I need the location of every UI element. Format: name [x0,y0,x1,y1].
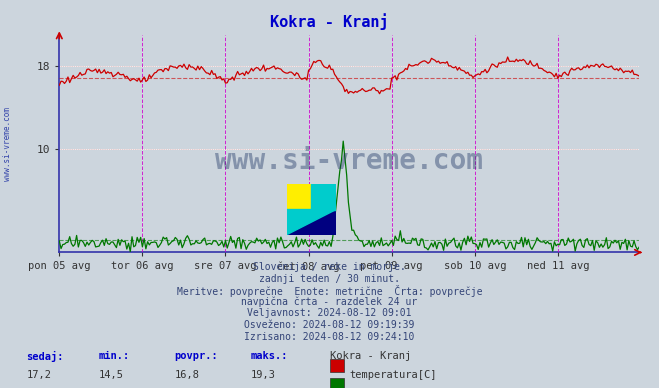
Text: zadnji teden / 30 minut.: zadnji teden / 30 minut. [259,274,400,284]
Polygon shape [287,210,312,235]
Text: 14,5: 14,5 [99,370,124,380]
Text: www.si-vreme.com: www.si-vreme.com [215,147,483,175]
Text: Slovenija / reke in morje.: Slovenija / reke in morje. [253,262,406,272]
Bar [312,184,336,210]
Polygon shape [287,210,336,235]
Polygon shape [312,210,336,235]
Bar [312,184,336,210]
Text: 19,3: 19,3 [250,370,275,380]
Text: temperatura[C]: temperatura[C] [349,370,437,380]
Text: 16,8: 16,8 [175,370,200,380]
Bar [287,184,312,210]
Text: maks.:: maks.: [250,351,288,361]
Text: Meritve: povprečne  Enote: metrične  Črta: povprečje: Meritve: povprečne Enote: metrične Črta:… [177,285,482,297]
Text: Osveženo: 2024-08-12 09:19:39: Osveženo: 2024-08-12 09:19:39 [244,320,415,330]
Text: Izrisano: 2024-08-12 09:24:10: Izrisano: 2024-08-12 09:24:10 [244,332,415,342]
Polygon shape [287,210,336,235]
Text: povpr.:: povpr.: [175,351,218,361]
Text: www.si-vreme.com: www.si-vreme.com [3,107,13,180]
Text: Veljavnost: 2024-08-12 09:01: Veljavnost: 2024-08-12 09:01 [247,308,412,319]
Text: sedaj:: sedaj: [26,351,64,362]
Text: Kokra - Kranj: Kokra - Kranj [270,14,389,30]
Text: navpična črta - razdelek 24 ur: navpična črta - razdelek 24 ur [241,297,418,307]
Bar [287,210,336,235]
Text: Kokra - Kranj: Kokra - Kranj [330,351,411,361]
Text: min.:: min.: [99,351,130,361]
Polygon shape [287,210,336,235]
Bar [287,184,312,210]
Text: 17,2: 17,2 [26,370,51,380]
